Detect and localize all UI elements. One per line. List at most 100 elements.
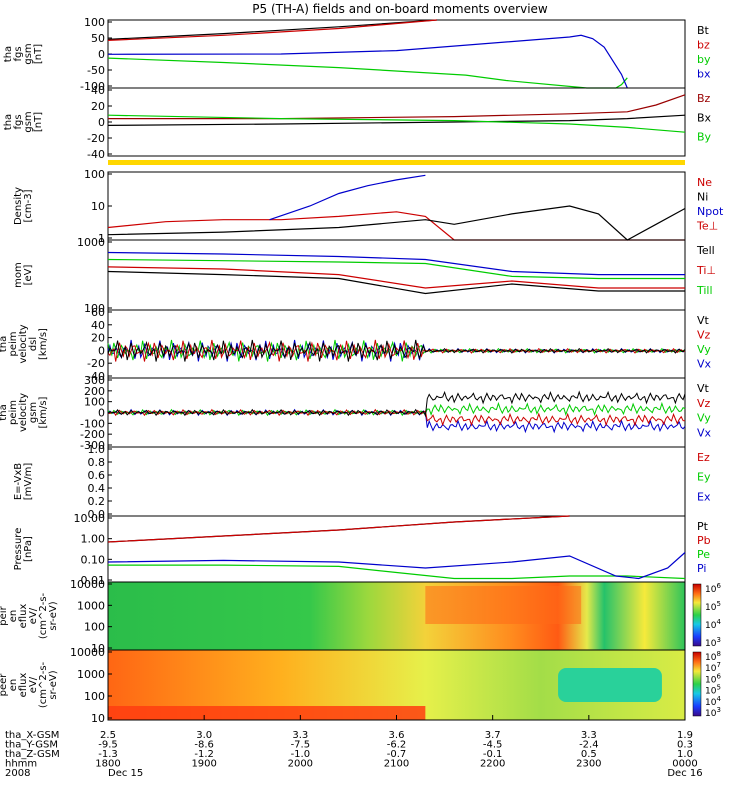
y-axis-label: [nT]	[33, 112, 44, 132]
spectrogram-patch	[558, 668, 662, 702]
y-tick-label: 100	[84, 621, 105, 634]
legend-entry: Vy	[697, 412, 711, 425]
y-axis-label: mom	[13, 262, 24, 288]
panel-7: 1.00.80.60.40.20.0 E=-VxB [mV/m] Ez Ey Ex	[13, 443, 711, 521]
y-axis-label: gsm	[23, 111, 34, 132]
panel-10: 10810710610510410310000100010010thapeere…	[0, 646, 721, 725]
y-axis-label: en	[8, 679, 19, 692]
x-tick-label: -4.5	[483, 740, 503, 751]
y-axis-label: tha	[0, 404, 9, 420]
velocity-trace	[107, 339, 686, 362]
colorbar-tick-label: 103	[705, 706, 721, 719]
legend-entry: Ti⊥	[696, 264, 716, 277]
legend-entry: Te⊥	[696, 220, 718, 233]
legend-entry: Bx	[697, 111, 712, 124]
panel-2: 40 20 0 -20 -40 tha fgs gsm [nT] Bz Bx By	[3, 84, 712, 161]
y-axis-label: [mV/m]	[23, 463, 34, 501]
legend-entry: Vt	[697, 382, 710, 395]
y-axis-label: [nPa]	[23, 536, 34, 562]
x-tick-label: -1.3	[98, 749, 118, 760]
x-row-label: tha_Y-GSM	[5, 740, 58, 751]
y-tick-label: 0.2	[88, 495, 106, 508]
y-tick-label: 0.4	[88, 482, 106, 495]
legend-entry: Till	[696, 284, 713, 297]
panel-frame	[107, 171, 686, 241]
y-tick-label: 1.0	[88, 443, 106, 456]
y-tick-label: 0.01	[81, 574, 106, 587]
series-line	[107, 34, 628, 89]
series-line	[107, 205, 686, 241]
y-axis-label: velocity	[18, 324, 29, 363]
y-tick-label: 1000	[77, 236, 105, 249]
x-tick-label: 0000	[672, 759, 697, 770]
legend-entry: bz	[697, 39, 710, 52]
y-axis-label: gsm	[23, 43, 34, 64]
y-axis-label: tha	[0, 336, 9, 352]
x-tick-label: -6.2	[387, 740, 407, 751]
quality-flag-bar	[108, 160, 685, 165]
y-tick-label: 0.8	[88, 456, 106, 469]
y-tick-label: 0.0	[88, 508, 106, 521]
x-tick-label: 0.3	[677, 740, 693, 751]
y-axis-label: eV/	[28, 607, 39, 624]
legend-entry: Bz	[697, 92, 711, 105]
x-tick-label: -2.4	[579, 740, 599, 751]
spectrogram-lowband	[108, 706, 426, 720]
x-tick-label: -0.1	[483, 749, 503, 760]
y-tick-label: 40	[91, 84, 105, 97]
x-tick-label: 3.3	[581, 730, 597, 741]
legend-entry: Ex	[697, 490, 711, 503]
y-tick-label: 1	[98, 232, 105, 245]
series-line	[107, 57, 628, 89]
y-tick-label: 100	[84, 690, 105, 703]
y-axis-label: peim	[8, 400, 19, 425]
panel-9: 10610510410310000100010010thapeireneflux…	[0, 578, 721, 655]
x-tick-label: 1800	[95, 759, 120, 770]
y-tick-label: -20	[87, 357, 105, 370]
legend-entry: bx	[697, 68, 711, 81]
colorbar	[692, 651, 702, 717]
y-axis-label: (cm^2-s-	[38, 592, 49, 639]
y-tick-label: 100	[84, 168, 105, 181]
colorbar-tick-label: 106	[705, 672, 721, 685]
series-line	[108, 94, 686, 120]
series-line	[107, 19, 437, 40]
colorbar	[692, 583, 702, 647]
y-tick-label: 60	[91, 306, 105, 319]
x-tick-label: -7.5	[291, 740, 311, 751]
spectrogram-image	[108, 582, 685, 650]
x-tick-label: 0.5	[581, 749, 597, 760]
x-tick-label: -1.2	[194, 749, 214, 760]
legend-entry: Bt	[697, 24, 710, 37]
x-tick-label: 3.7	[485, 730, 501, 741]
legend-entry: Pt	[697, 520, 709, 533]
legend-entry: Pi	[697, 562, 706, 575]
y-axis-label: [eV]	[23, 265, 34, 286]
y-axis-label: [nT]	[33, 44, 44, 64]
x-row-label: tha_Z-GSM	[5, 749, 60, 760]
y-tick-label: 200	[84, 385, 105, 398]
x-tick-label: 2.5	[100, 730, 116, 741]
x-tick-label: 2000	[288, 759, 313, 770]
y-tick-label: -40	[87, 370, 105, 383]
panel-frame	[107, 446, 686, 517]
y-axis-label: (cm^2-s-	[38, 661, 49, 708]
x-tick-label: 1.9	[677, 730, 693, 741]
y-tick-label: 1.00	[81, 533, 106, 546]
y-tick-label: 10	[91, 200, 105, 213]
y-axis-label: tha	[3, 114, 14, 130]
y-tick-label: 300	[84, 374, 105, 387]
series-line	[107, 19, 437, 41]
x-tick-label: -8.6	[194, 740, 214, 751]
series-line	[107, 251, 685, 276]
series-line	[107, 114, 686, 126]
x-tick-label: -1.0	[291, 749, 311, 760]
x-tick-label: 3.6	[389, 730, 405, 741]
series-line	[107, 270, 685, 295]
y-axis-label: sr-eV)	[48, 601, 59, 630]
y-tick-label: 100	[84, 302, 105, 315]
y-axis-label: tha	[3, 46, 14, 62]
